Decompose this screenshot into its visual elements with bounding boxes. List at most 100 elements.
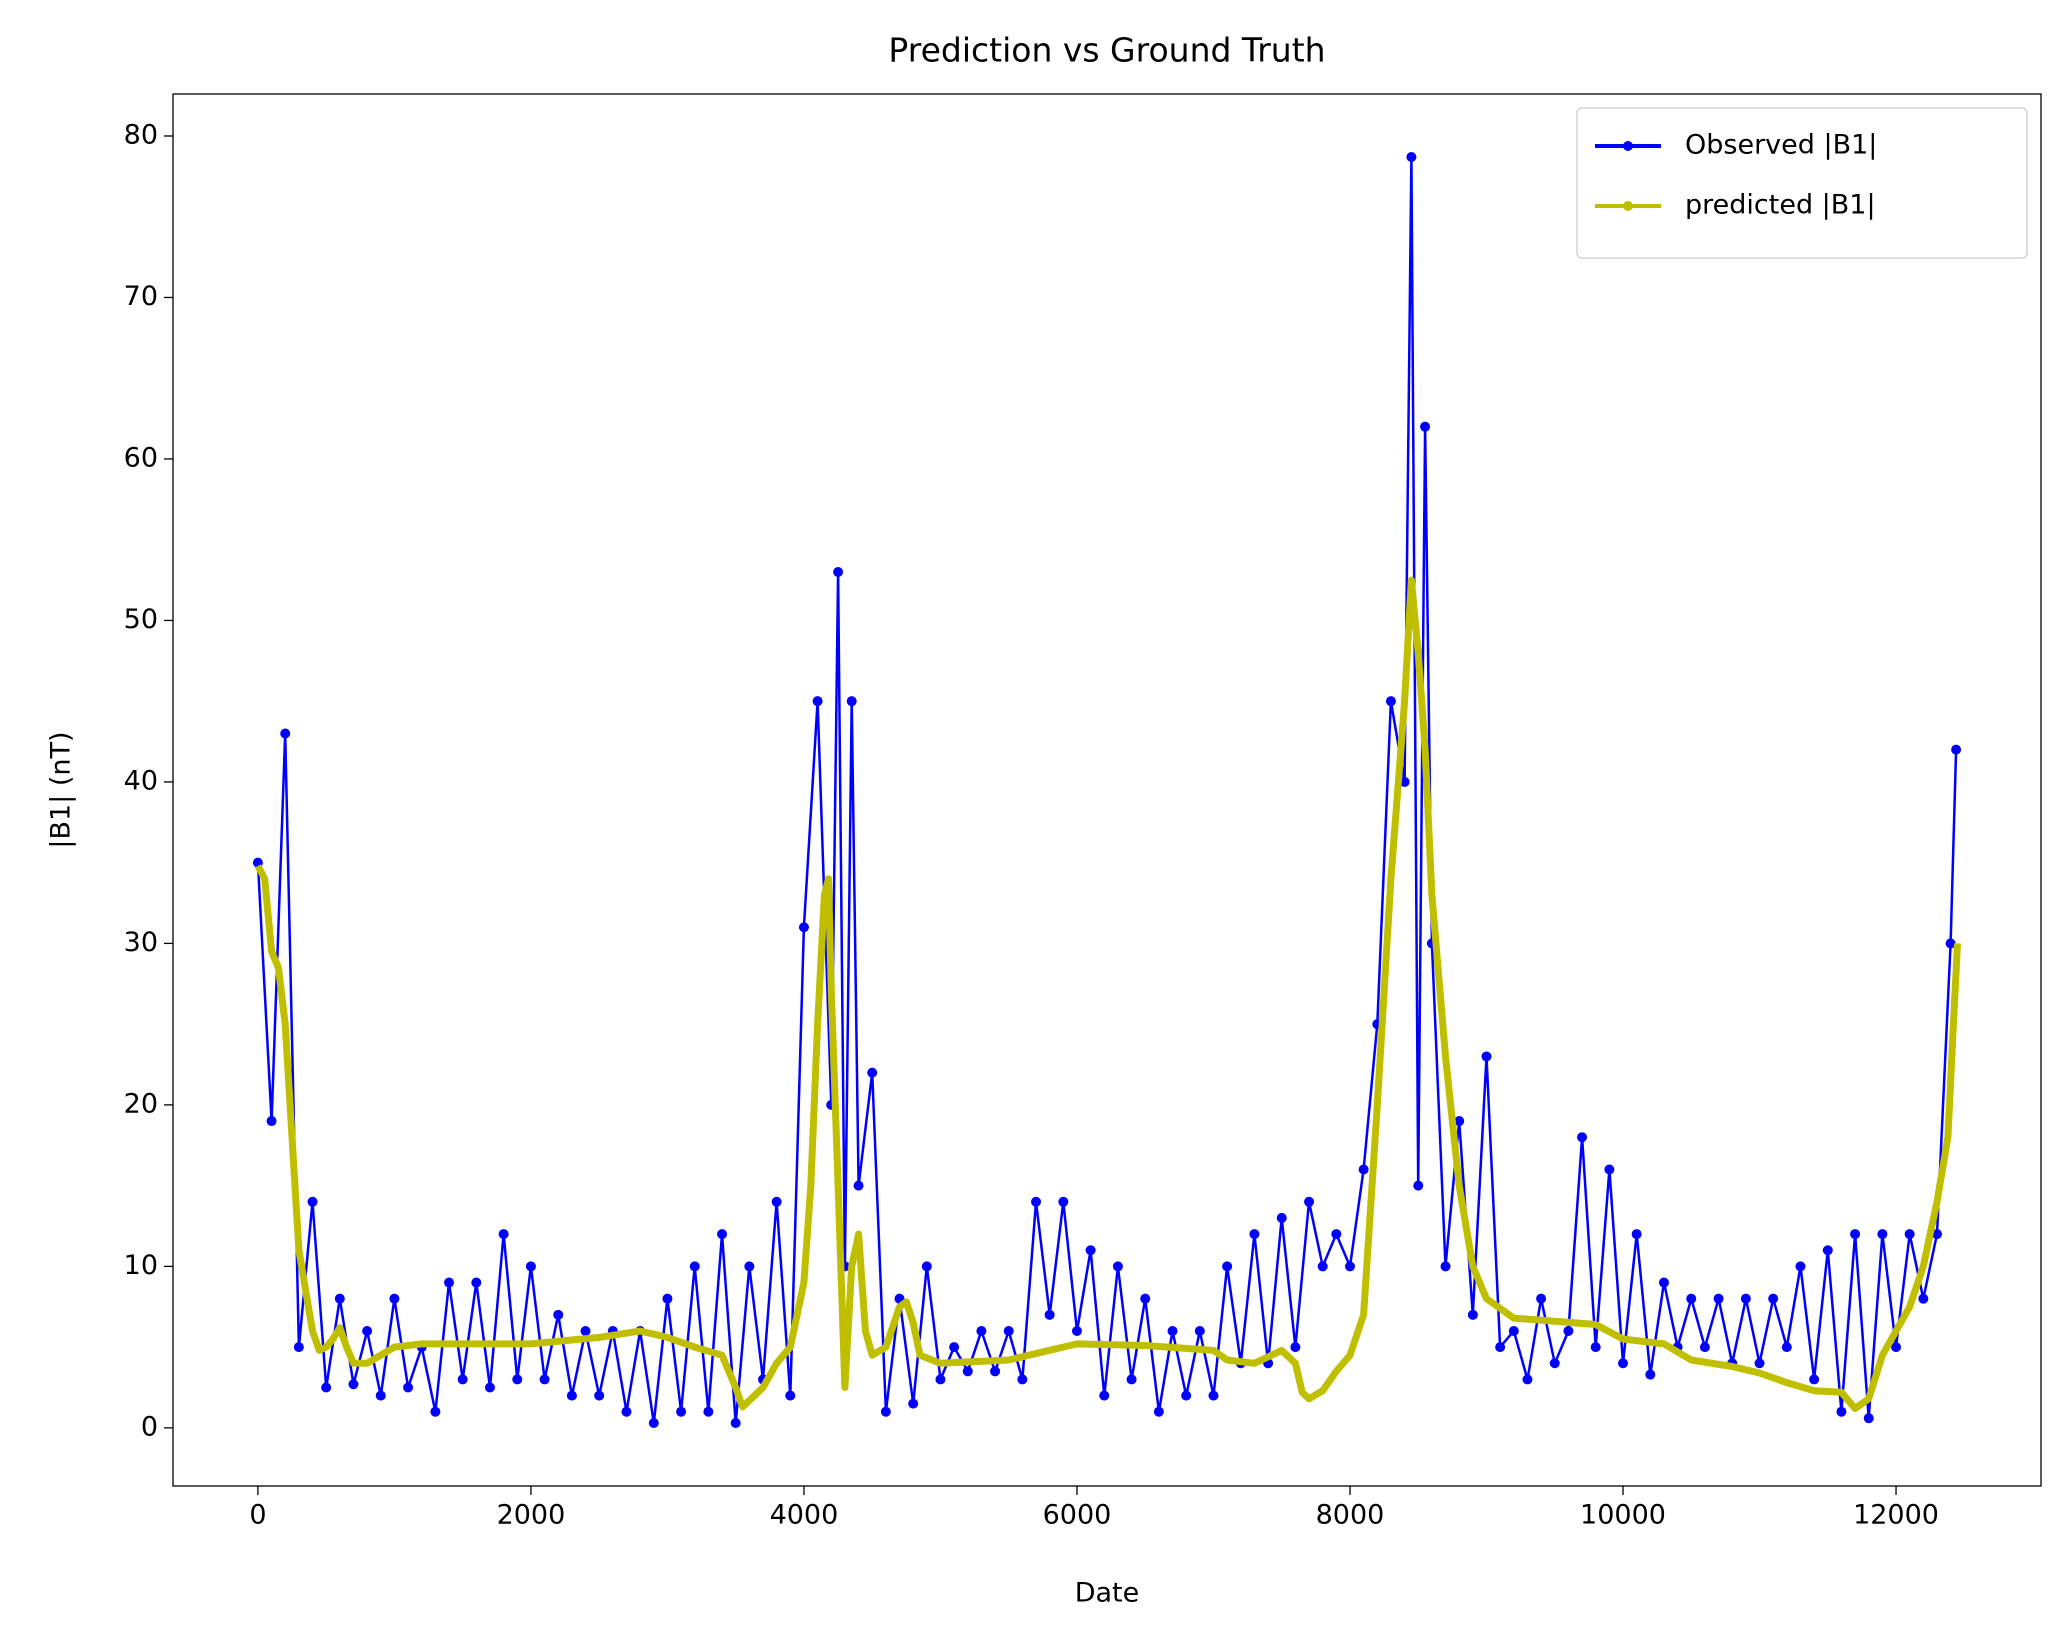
data-point — [990, 1366, 1001, 1377]
y-tick-label: 50 — [124, 604, 158, 635]
data-point — [1044, 1309, 1055, 1320]
data-point — [662, 1293, 673, 1304]
data-point — [1740, 1293, 1751, 1304]
data-point — [1358, 1164, 1369, 1175]
data-point — [1781, 1342, 1792, 1353]
data-point — [1222, 1261, 1233, 1272]
data-point — [676, 1406, 687, 1417]
x-tick-label: 10000 — [1580, 1500, 1666, 1531]
data-point — [512, 1374, 523, 1385]
data-point — [293, 1342, 304, 1353]
data-point — [580, 1325, 591, 1336]
data-point — [935, 1374, 946, 1385]
data-point — [703, 1406, 714, 1417]
series-line — [256, 155, 1958, 1425]
x-tick-label: 0 — [249, 1500, 266, 1531]
data-point — [1904, 1229, 1915, 1240]
data-point — [1331, 1229, 1342, 1240]
data-point — [1549, 1358, 1560, 1369]
y-tick-label: 0 — [141, 1411, 158, 1442]
data-point — [525, 1261, 536, 1272]
data-point — [1071, 1325, 1082, 1336]
data-point — [1440, 1261, 1451, 1272]
data-point — [1931, 1229, 1942, 1240]
data-point — [1699, 1342, 1710, 1353]
data-point — [348, 1379, 359, 1390]
data-point — [1420, 421, 1431, 432]
data-point — [1454, 1116, 1465, 1127]
data-point — [280, 728, 291, 739]
y-tick-label: 30 — [124, 927, 158, 958]
data-point — [266, 1116, 277, 1127]
data-point — [1768, 1293, 1779, 1304]
legend-label: Observed |B1| — [1685, 130, 1877, 161]
data-point — [321, 1382, 332, 1393]
data-point — [1631, 1229, 1642, 1240]
data-point — [1836, 1406, 1847, 1417]
data-point — [1208, 1390, 1219, 1401]
data-point — [307, 1196, 318, 1207]
data-point — [867, 1067, 878, 1078]
data-point — [1945, 938, 1956, 949]
data-point — [1399, 776, 1410, 787]
data-point — [846, 696, 857, 707]
data-point — [1249, 1229, 1260, 1240]
y-tick-label: 20 — [124, 1088, 158, 1119]
data-point — [1863, 1413, 1874, 1424]
data-point — [1481, 1051, 1492, 1062]
data-point — [1017, 1374, 1028, 1385]
data-point — [1153, 1406, 1164, 1417]
data-point — [1385, 696, 1396, 707]
data-point — [744, 1261, 755, 1272]
data-point — [1406, 151, 1417, 162]
data-point — [1099, 1390, 1110, 1401]
data-point — [1822, 1245, 1833, 1256]
data-point — [444, 1277, 455, 1288]
data-point — [1590, 1342, 1601, 1353]
y-tick-label: 40 — [124, 765, 158, 796]
y-tick-label: 70 — [124, 281, 158, 312]
data-point — [471, 1277, 482, 1288]
data-point — [1181, 1390, 1192, 1401]
data-point — [1317, 1261, 1328, 1272]
data-point — [1140, 1293, 1151, 1304]
data-point — [1809, 1374, 1820, 1385]
y-axis-label: |B1| (nT) — [46, 731, 77, 848]
data-point — [717, 1229, 728, 1240]
plot-frame — [172, 93, 2042, 1487]
data-point — [730, 1418, 741, 1429]
data-point — [921, 1261, 932, 1272]
data-point — [1058, 1196, 1069, 1207]
data-point — [1686, 1293, 1697, 1304]
data-point — [1645, 1369, 1656, 1380]
data-point — [375, 1390, 386, 1401]
series-group — [254, 576, 1961, 1412]
data-point — [539, 1374, 550, 1385]
data-point — [1304, 1196, 1315, 1207]
data-point — [1290, 1342, 1301, 1353]
legend-label: predicted |B1| — [1685, 190, 1876, 221]
data-point — [1754, 1358, 1765, 1369]
data-point — [1276, 1212, 1287, 1223]
data-point — [1850, 1229, 1861, 1240]
y-tick-label: 80 — [124, 119, 158, 150]
data-point — [771, 1196, 782, 1207]
data-point — [389, 1293, 400, 1304]
data-point — [1003, 1325, 1014, 1336]
data-point — [1577, 1132, 1588, 1143]
data-point — [908, 1398, 919, 1409]
y-tick-label: 60 — [124, 442, 158, 473]
data-point — [1194, 1325, 1205, 1336]
data-point — [1031, 1196, 1042, 1207]
data-point — [1508, 1325, 1519, 1336]
data-point — [1658, 1277, 1669, 1288]
data-point — [1618, 1358, 1629, 1369]
x-tick-label: 6000 — [1043, 1500, 1112, 1531]
legend-marker — [1623, 201, 1633, 211]
data-point — [1877, 1229, 1888, 1240]
data-point — [1713, 1293, 1724, 1304]
data-point — [1522, 1374, 1533, 1385]
data-point — [1344, 1261, 1355, 1272]
x-tick-label: 4000 — [770, 1500, 839, 1531]
